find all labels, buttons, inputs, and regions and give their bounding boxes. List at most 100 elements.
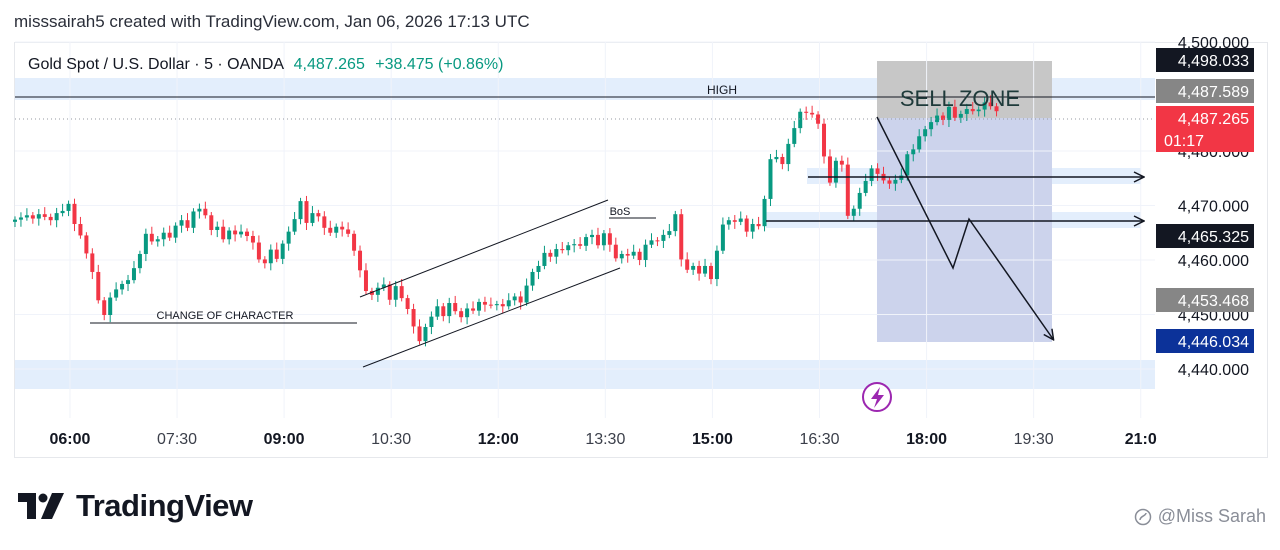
candle-body <box>560 249 565 251</box>
candle-body <box>946 106 951 120</box>
candle-body <box>465 308 470 318</box>
candle-body <box>667 231 672 235</box>
x-tick-label: 10:30 <box>371 431 411 448</box>
candle <box>988 95 993 110</box>
candle <box>982 97 987 117</box>
candle-body <box>685 259 690 270</box>
price-label: 4,446.034 <box>1156 329 1254 353</box>
candle <box>958 110 963 123</box>
candle <box>512 293 517 306</box>
candle-body <box>250 235 255 243</box>
candle-body <box>488 304 493 306</box>
candle-body <box>839 160 844 165</box>
candle <box>738 211 743 226</box>
candle <box>465 303 470 325</box>
candle-body <box>732 220 737 222</box>
candle-body <box>851 208 856 216</box>
candle <box>102 297 107 321</box>
y-tick-label: 4,470.000 <box>1178 198 1249 215</box>
candle-body <box>322 216 327 228</box>
candle <box>667 224 672 239</box>
candle <box>804 106 809 120</box>
grid-lines <box>15 41 1155 418</box>
candle <box>161 227 166 247</box>
candle-body <box>292 219 297 232</box>
candle-body <box>149 233 154 242</box>
candle-body <box>816 114 821 124</box>
candle-body <box>548 252 553 257</box>
candle-body <box>453 303 458 312</box>
candle-body <box>66 203 71 211</box>
candle-body <box>500 304 505 307</box>
candle-body <box>506 300 511 307</box>
candle <box>227 227 232 245</box>
candle <box>90 248 95 280</box>
candle-body <box>239 231 244 235</box>
candle <box>280 240 285 265</box>
candle <box>369 287 374 301</box>
candle <box>756 216 761 230</box>
chart-creator-caption: misssairah5 created with TradingView.com… <box>14 12 530 31</box>
support-zone <box>15 360 1155 389</box>
candle-body <box>96 271 101 301</box>
candle <box>923 125 928 142</box>
candle <box>48 213 53 226</box>
candle-body <box>637 251 642 260</box>
price-label-box <box>1156 288 1254 312</box>
price-label-text: 4,453.468 <box>1178 293 1249 310</box>
lightning-marker[interactable] <box>862 382 892 412</box>
candle <box>191 208 196 233</box>
price-label-text: 4,487.589 <box>1178 84 1249 101</box>
candle-body <box>929 122 934 130</box>
tradingview-brand[interactable]: TradingView <box>18 488 253 524</box>
channel-upper-line <box>359 199 609 298</box>
candle <box>488 297 493 309</box>
candle-body <box>459 311 464 318</box>
symbol-legend[interactable]: Gold Spot / U.S. Dollar · 5 · OANDA 4,48… <box>28 56 503 74</box>
candle-body <box>982 102 987 110</box>
price-label-box <box>1156 106 1254 152</box>
candle <box>714 245 719 287</box>
candle-body <box>352 233 357 251</box>
candle <box>334 223 339 238</box>
candle <box>292 212 297 235</box>
candle <box>827 149 832 186</box>
candle <box>708 262 713 285</box>
candle <box>524 278 529 306</box>
candle <box>60 203 65 217</box>
candle-body <box>340 226 345 230</box>
candle <box>964 103 969 122</box>
candle-body <box>221 226 226 240</box>
price-change: +38.475 (+0.86%) <box>375 56 504 73</box>
candle <box>637 248 642 266</box>
candle-body <box>304 201 309 223</box>
price-label-text: 4,465.325 <box>1178 229 1249 246</box>
candle-body <box>131 268 136 281</box>
lightning-icon <box>871 387 884 408</box>
candle <box>572 238 577 253</box>
candle <box>244 228 249 242</box>
price-label-countdown: 01:17 <box>1164 133 1204 150</box>
candle-body <box>286 231 291 244</box>
candle-body <box>215 226 220 230</box>
candle <box>786 138 791 172</box>
candle <box>768 153 773 207</box>
candle-body <box>197 208 202 212</box>
candle-body <box>833 160 838 183</box>
candle <box>256 235 261 263</box>
candle-body <box>72 203 77 225</box>
candle-body <box>554 249 559 257</box>
watermark-text: @Miss Sarah <box>1157 506 1266 526</box>
candle-body <box>893 179 898 184</box>
candle <box>929 116 934 137</box>
price-label-box <box>1156 224 1254 248</box>
candle-body <box>976 109 981 112</box>
candle <box>566 241 571 256</box>
candle-body <box>90 253 95 272</box>
candle <box>262 256 267 269</box>
candle-body <box>126 280 131 284</box>
candle-body <box>970 109 975 112</box>
x-axis-ticks: 06:00 07:30 09:00 10:30 12:00 13:30 15:00 16:30… <box>50 431 1157 448</box>
x-tick-label: 21:0 <box>1125 431 1157 448</box>
